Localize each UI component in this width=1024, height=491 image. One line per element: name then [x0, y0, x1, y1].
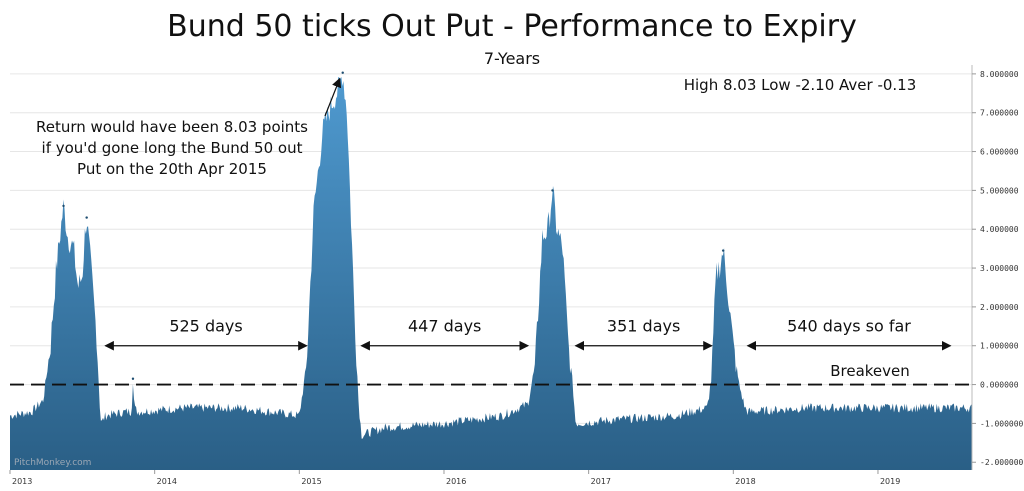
- x-tick-label: 2018: [735, 477, 755, 486]
- span-annotations: 525 days 447 days 351 days 540 days so far: [104, 317, 952, 351]
- annotation-arrow: [324, 77, 342, 117]
- x-tick-label: 2017: [591, 477, 611, 486]
- y-tick-label: 0.000000: [980, 381, 1019, 390]
- peak-point: [62, 204, 65, 208]
- y-tick-label: 8.000000: [980, 70, 1019, 79]
- peak-point: [341, 71, 344, 74]
- chart-title: Bund 50 ticks Out Put - Performance to E…: [167, 9, 857, 44]
- annotation-line: Put on the 20th Apr 2015: [77, 160, 267, 178]
- peak-annotation: Return would have been 8.03 points if you…: [36, 77, 342, 178]
- x-tick-label: 2015: [301, 477, 321, 486]
- y-tick-label: 3.000000: [980, 264, 1019, 273]
- x-tick-label: 2019: [880, 477, 900, 486]
- y-tick-label: 1.000000: [980, 342, 1019, 351]
- stats-text: High 8.03 Low -2.10 Aver -0.13: [684, 76, 917, 94]
- x-tick-label: 2013: [12, 477, 32, 486]
- annotation-line: if you'd gone long the Bund 50 out: [42, 139, 303, 157]
- x-tick-label: 2016: [446, 477, 466, 486]
- peak-point: [131, 377, 135, 380]
- span-label: 447 days: [408, 317, 481, 336]
- span-label: 525 days: [169, 317, 242, 336]
- annotation-line: Return would have been 8.03 points: [36, 118, 308, 136]
- peak-point: [721, 249, 725, 252]
- watermark: PitchMonkey.com: [14, 458, 91, 468]
- y-tick-label: 4.000000: [980, 225, 1019, 234]
- x-tick-label: 2014: [157, 477, 177, 486]
- y-axis: 8.000000 7.000000 6.000000 5.000000 4.000000…: [971, 65, 1024, 470]
- span-label: 540 days so far: [787, 317, 911, 336]
- breakeven-label: Breakeven: [830, 362, 910, 380]
- y-tick-label: 2.000000: [980, 303, 1019, 312]
- span-label: 351 days: [607, 317, 680, 336]
- chart-subtitle: 7-Years: [484, 49, 540, 68]
- y-tick-label: -1.000000: [980, 419, 1024, 428]
- y-tick-label: 5.000000: [980, 186, 1019, 195]
- area-fill: [10, 76, 972, 470]
- peak-point: [551, 189, 554, 192]
- peak-point: [85, 216, 88, 219]
- area-series: [10, 71, 972, 470]
- y-tick-label: 6.000000: [980, 148, 1019, 157]
- y-tick-label: 7.000000: [980, 109, 1019, 118]
- x-axis: 2013 2014 2015 2016 2017 2018 2019: [9, 470, 900, 486]
- y-tick-label: -2.000000: [980, 458, 1024, 467]
